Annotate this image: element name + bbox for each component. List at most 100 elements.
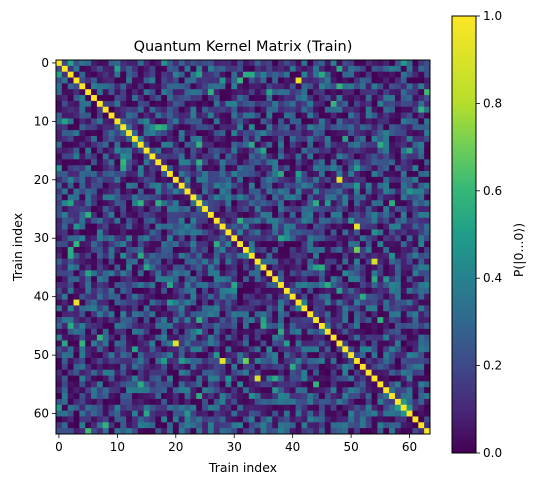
heatmap-cell: [79, 159, 86, 166]
heatmap-cell: [137, 206, 145, 213]
heatmap-cell: [295, 352, 302, 359]
heatmap-cell: [126, 171, 133, 178]
heatmap-cell: [412, 369, 419, 376]
heatmap-cell: [400, 135, 407, 143]
heatmap-cell: [237, 317, 244, 324]
heatmap-cell: [365, 293, 372, 300]
heatmap-cell: [278, 194, 285, 201]
heatmap-cell: [324, 118, 332, 125]
heatmap-cell: [406, 65, 413, 73]
heatmap-cell: [348, 311, 355, 318]
heatmap-cell: [219, 375, 226, 382]
heatmap-cell: [67, 352, 74, 359]
heatmap-cell: [324, 393, 332, 400]
heatmap-cell: [324, 287, 332, 295]
heatmap-cell: [248, 182, 256, 189]
heatmap-cell: [202, 340, 209, 347]
heatmap-cell: [394, 305, 402, 312]
heatmap-cell: [260, 416, 267, 423]
heatmap-cell: [91, 200, 98, 207]
heatmap-cell: [418, 422, 425, 429]
heatmap-cell: [202, 147, 209, 154]
heatmap-cell: [131, 235, 139, 242]
heatmap-cell: [108, 404, 115, 411]
heatmap-cell: [330, 194, 337, 201]
heatmap-cell: [266, 387, 273, 394]
heatmap-cell: [207, 328, 215, 336]
heatmap-cell: [184, 322, 191, 330]
heatmap-cell: [389, 322, 396, 330]
heatmap-cell: [342, 141, 349, 149]
heatmap-cell: [61, 282, 69, 289]
heatmap-cell: [354, 299, 361, 306]
heatmap-cell: [137, 95, 145, 102]
heatmap-cell: [196, 264, 203, 271]
heatmap-cell: [96, 282, 104, 289]
heatmap-cell: [383, 65, 390, 73]
heatmap-cell: [272, 135, 279, 143]
heatmap-cell: [161, 358, 168, 365]
heatmap-cell: [389, 346, 396, 353]
heatmap-cell: [365, 328, 372, 336]
heatmap-cell: [412, 398, 419, 406]
heatmap-cell: [108, 171, 115, 178]
heatmap-cell: [56, 130, 63, 137]
heatmap-cell: [365, 428, 372, 435]
heatmap-cell: [225, 124, 232, 131]
heatmap-cell: [137, 83, 145, 90]
heatmap-cell: [313, 130, 320, 137]
heatmap-cell: [91, 328, 98, 336]
chart-title: Quantum Kernel Matrix (Train): [134, 39, 353, 55]
heatmap-cell: [336, 387, 343, 394]
heatmap-cell: [400, 381, 407, 388]
heatmap-cell: [231, 194, 238, 201]
heatmap-cell: [278, 340, 285, 347]
heatmap-cell: [371, 393, 378, 400]
heatmap-cell: [354, 118, 361, 125]
heatmap-cell: [301, 410, 308, 417]
heatmap-cell: [371, 211, 378, 219]
heatmap-cell: [394, 206, 402, 213]
heatmap-cell: [219, 141, 226, 149]
heatmap-cell: [283, 188, 291, 195]
heatmap-cell: [237, 393, 244, 400]
heatmap-cell: [295, 95, 302, 102]
heatmap-cell: [406, 200, 413, 207]
heatmap-cell: [202, 188, 209, 195]
heatmap-cell: [202, 410, 209, 417]
heatmap-cell: [324, 317, 332, 324]
heatmap-cell: [254, 235, 261, 242]
heatmap-cell: [96, 369, 104, 376]
heatmap-cell: [114, 398, 121, 406]
heatmap-cell: [377, 147, 384, 154]
heatmap-cell: [184, 410, 191, 417]
heatmap-cell: [365, 89, 372, 96]
heatmap-cell: [155, 217, 162, 224]
heatmap-cell: [120, 89, 127, 96]
heatmap-cell: [418, 71, 425, 78]
heatmap-cell: [354, 100, 361, 108]
heatmap-cell: [342, 211, 349, 219]
heatmap-cell: [324, 241, 332, 248]
heatmap-cell: [91, 206, 98, 213]
heatmap-cell: [108, 328, 115, 336]
heatmap-cell: [85, 223, 92, 230]
heatmap-cell: [202, 77, 209, 84]
heatmap-cell: [126, 200, 133, 207]
heatmap-cell: [248, 428, 256, 435]
heatmap-cell: [120, 264, 127, 271]
heatmap-cell: [289, 398, 296, 406]
heatmap-cell: [254, 89, 261, 96]
heatmap-cell: [318, 141, 326, 149]
heatmap-cell: [137, 352, 145, 359]
heatmap-cell: [225, 176, 232, 184]
heatmap-cell: [114, 176, 121, 184]
heatmap-cell: [137, 363, 145, 371]
heatmap-cell: [348, 398, 355, 406]
heatmap-cell: [237, 369, 244, 376]
heatmap-cell: [149, 293, 156, 300]
heatmap-cell: [137, 159, 145, 166]
heatmap-cell: [219, 229, 226, 236]
heatmap-cell: [108, 159, 115, 166]
heatmap-cell: [225, 305, 232, 312]
